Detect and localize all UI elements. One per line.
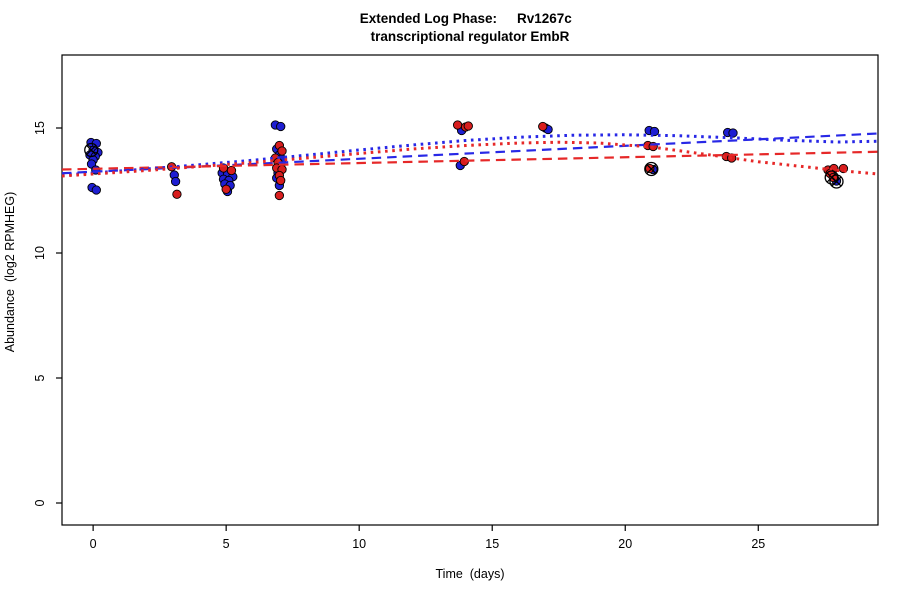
red-condition-point bbox=[274, 190, 285, 201]
x-tick-label: 20 bbox=[618, 537, 632, 551]
chart-subtitle: transcriptional regulator EmbR bbox=[371, 29, 570, 44]
x-tick-label: 0 bbox=[90, 537, 97, 551]
red-condition-point bbox=[452, 120, 463, 130]
outlier-marker bbox=[829, 174, 844, 189]
red-condition-point bbox=[538, 121, 548, 132]
outlier-circle bbox=[84, 142, 99, 158]
plot-border bbox=[61, 54, 879, 526]
blue-condition-point bbox=[170, 176, 181, 187]
outlier-circle bbox=[824, 170, 839, 185]
red-condition-point bbox=[221, 184, 231, 194]
y-axis-title: Abundance (log2 RPMHEG) bbox=[3, 192, 17, 353]
outlier-x-stroke bbox=[831, 176, 842, 187]
blue-dotted-fit bbox=[61, 133, 879, 177]
plot-box bbox=[61, 54, 879, 526]
y-tick-label: 15 bbox=[33, 121, 47, 135]
red-condition-point bbox=[277, 146, 287, 156]
outlier-markers bbox=[84, 142, 844, 189]
outlier-marker bbox=[644, 161, 659, 177]
red-condition-point bbox=[226, 165, 237, 176]
blue-condition-point bbox=[728, 128, 738, 138]
x-tick-label: 10 bbox=[352, 537, 366, 551]
y-axis-ticks: 0 5 10 15 bbox=[33, 121, 62, 506]
outlier-x-stroke bbox=[86, 144, 97, 156]
blue-condition-point bbox=[276, 121, 286, 132]
x-axis-title: Time (days) bbox=[436, 567, 505, 581]
outlier-x-stroke bbox=[646, 163, 657, 175]
chart-title-gene-id: Rv1267c bbox=[517, 11, 572, 26]
red-condition-point bbox=[276, 175, 286, 186]
y-tick-label: 10 bbox=[33, 246, 47, 260]
y-tick-label: 0 bbox=[33, 499, 47, 506]
red-condition-point bbox=[645, 163, 655, 174]
x-tick-label: 5 bbox=[223, 537, 230, 551]
y-tick-label: 5 bbox=[33, 374, 47, 381]
chart-title-left: Extended Log Phase: bbox=[360, 11, 497, 26]
red-condition-point bbox=[172, 189, 182, 199]
red-dashed-fit bbox=[61, 150, 879, 171]
trend-lines bbox=[61, 132, 879, 178]
red-condition-point bbox=[463, 121, 473, 131]
x-axis-ticks: 0 5 10 15 20 25 bbox=[90, 525, 765, 551]
x-tick-label: 15 bbox=[485, 537, 499, 551]
x-tick-label: 25 bbox=[751, 537, 765, 551]
blue-dashed-fit bbox=[61, 132, 879, 175]
outlier-circle bbox=[829, 174, 844, 189]
outlier-circle bbox=[644, 161, 659, 177]
blue-condition-point bbox=[91, 185, 101, 195]
red-dotted-fit bbox=[61, 140, 879, 178]
blue-condition-point bbox=[649, 126, 660, 137]
outlier-marker bbox=[84, 142, 99, 158]
